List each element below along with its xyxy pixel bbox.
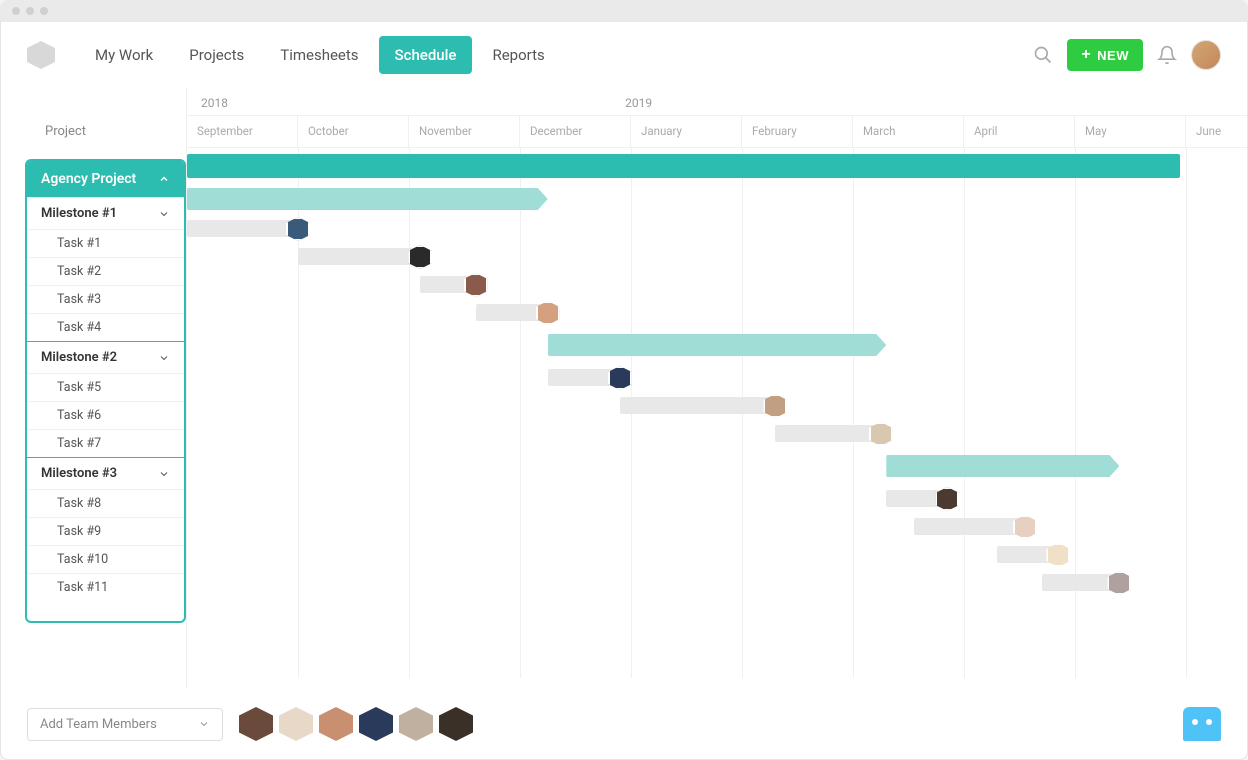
nav-item-my-work[interactable]: My Work: [79, 36, 169, 74]
milestone-row[interactable]: Milestone #2: [27, 341, 184, 373]
sidebar: Project Agency Project Milestone #1 Task …: [1, 88, 186, 688]
help-bot-icon[interactable]: [1183, 707, 1221, 741]
month-row: SeptemberOctoberNovemberDecemberJanuaryF…: [187, 116, 1247, 148]
month-label: January: [631, 116, 742, 148]
task-bar[interactable]: [775, 425, 880, 442]
month-label: May: [1075, 116, 1186, 148]
team-member-avatar[interactable]: [399, 707, 433, 741]
milestone-label: Milestone #3: [41, 466, 117, 481]
grid-line: [1186, 148, 1187, 678]
task-row[interactable]: Task #11: [27, 573, 184, 601]
month-label: June: [1186, 116, 1247, 148]
milestone-label: Milestone #1: [41, 206, 117, 221]
nav-item-projects[interactable]: Projects: [173, 36, 260, 74]
month-label: November: [409, 116, 520, 148]
chevron-down-icon: [158, 468, 170, 480]
logo-icon[interactable]: [27, 41, 55, 69]
window-dot: [40, 7, 48, 15]
grid-line: [409, 148, 410, 678]
window-dot: [26, 7, 34, 15]
task-bar[interactable]: [187, 220, 298, 237]
chevron-down-icon: [158, 208, 170, 220]
timeline-header: 20182019 SeptemberOctoberNovemberDecembe…: [187, 88, 1247, 148]
main-nav: My WorkProjectsTimesheetsScheduleReports: [79, 36, 561, 74]
search-icon[interactable]: [1033, 45, 1053, 65]
task-row[interactable]: Task #9: [27, 517, 184, 545]
month-label: March: [853, 116, 964, 148]
grid-line: [853, 148, 854, 678]
plus-icon: +: [1081, 47, 1091, 63]
task-row[interactable]: Task #8: [27, 489, 184, 517]
task-row[interactable]: Task #10: [27, 545, 184, 573]
project-bar[interactable]: [187, 154, 1180, 178]
milestone-bar[interactable]: [548, 334, 887, 356]
task-row[interactable]: Task #3: [27, 285, 184, 313]
task-row[interactable]: Task #4: [27, 313, 184, 341]
main-content: Project Agency Project Milestone #1 Task …: [1, 88, 1247, 688]
task-row[interactable]: Task #1: [27, 229, 184, 257]
milestone-bar[interactable]: [187, 188, 548, 210]
sidebar-section-label: Project: [23, 88, 186, 159]
gantt-area[interactable]: [187, 148, 1247, 678]
sidebar-spacer: [27, 601, 184, 621]
footer: Add Team Members: [27, 707, 1221, 741]
milestone-row[interactable]: Milestone #1: [27, 197, 184, 229]
task-row[interactable]: Task #6: [27, 401, 184, 429]
task-row[interactable]: Task #2: [27, 257, 184, 285]
task-bar[interactable]: [298, 248, 420, 265]
nav-item-timesheets[interactable]: Timesheets: [264, 36, 374, 74]
topbar: My WorkProjectsTimesheetsScheduleReports…: [1, 22, 1247, 88]
month-label: February: [742, 116, 853, 148]
nav-item-reports[interactable]: Reports: [476, 36, 560, 74]
app-window: My WorkProjectsTimesheetsScheduleReports…: [0, 22, 1248, 760]
year-label: 2018: [187, 88, 611, 116]
nav-item-schedule[interactable]: Schedule: [379, 36, 473, 74]
chevron-down-icon: [158, 352, 170, 364]
year-row: 20182019: [187, 88, 1247, 116]
add-team-members-dropdown[interactable]: Add Team Members: [27, 708, 223, 741]
month-label: April: [964, 116, 1075, 148]
project-panel: Agency Project Milestone #1Task #1Task #…: [25, 159, 186, 623]
team-avatars: [239, 707, 473, 741]
task-row[interactable]: Task #5: [27, 373, 184, 401]
grid-line: [520, 148, 521, 678]
browser-chrome: [0, 0, 1248, 22]
chevron-down-icon: [198, 718, 210, 730]
bell-icon[interactable]: [1157, 45, 1177, 65]
user-avatar[interactable]: [1191, 40, 1221, 70]
timeline: 20182019 SeptemberOctoberNovemberDecembe…: [186, 88, 1247, 688]
milestone-bar[interactable]: [886, 455, 1119, 477]
team-member-avatar[interactable]: [359, 707, 393, 741]
project-header[interactable]: Agency Project: [27, 161, 184, 197]
window-dot: [12, 7, 20, 15]
project-title: Agency Project: [41, 171, 136, 187]
grid-line: [1075, 148, 1076, 678]
month-label: October: [298, 116, 409, 148]
new-button[interactable]: + NEW: [1067, 39, 1143, 71]
task-bar[interactable]: [914, 518, 1025, 535]
task-bar[interactable]: [620, 397, 775, 414]
task-row[interactable]: Task #7: [27, 429, 184, 457]
add-members-label: Add Team Members: [40, 717, 157, 732]
month-label: December: [520, 116, 631, 148]
grid-line: [964, 148, 965, 678]
month-label: September: [187, 116, 298, 148]
team-member-avatar[interactable]: [239, 707, 273, 741]
topbar-right: + NEW: [1033, 39, 1221, 71]
chevron-up-icon: [158, 173, 170, 185]
milestone-row[interactable]: Milestone #3: [27, 457, 184, 489]
team-member-avatar[interactable]: [319, 707, 353, 741]
milestone-label: Milestone #2: [41, 350, 117, 365]
new-button-label: NEW: [1097, 48, 1129, 63]
year-label: 2019: [611, 88, 1247, 116]
team-member-avatar[interactable]: [279, 707, 313, 741]
team-member-avatar[interactable]: [439, 707, 473, 741]
